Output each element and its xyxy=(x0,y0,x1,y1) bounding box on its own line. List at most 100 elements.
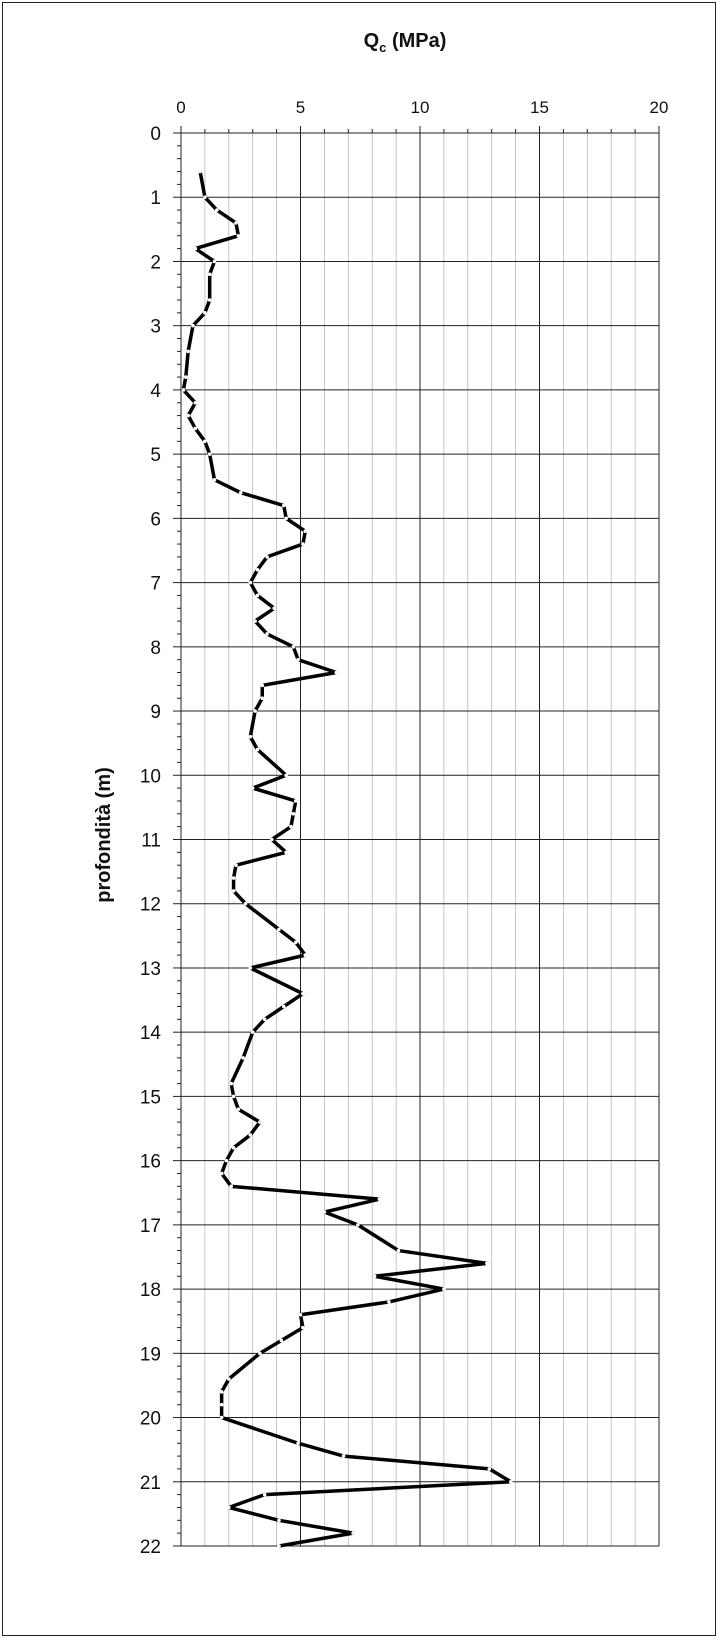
qc-data-point xyxy=(262,1017,267,1022)
qc-data-point xyxy=(270,837,274,842)
qc-data-point xyxy=(234,863,238,867)
qc-data-point xyxy=(372,1274,377,1279)
qc-data-point xyxy=(212,259,217,264)
qc-data-point xyxy=(284,516,288,521)
y-tick-label: 14 xyxy=(140,1023,162,1044)
qc-data-point xyxy=(301,542,305,546)
qc-data-point xyxy=(193,400,198,405)
qc-data-point xyxy=(303,529,308,534)
y-tick-label: 18 xyxy=(140,1280,161,1301)
qc-data-point xyxy=(255,747,260,752)
qc-data-point xyxy=(291,645,296,649)
qc-data-point xyxy=(262,1492,267,1497)
qc-data-point xyxy=(231,1094,236,1099)
qc-data-point xyxy=(241,1056,245,1060)
qc-data-point xyxy=(277,1518,281,1523)
qc-data-point xyxy=(207,298,212,302)
qc-data-point xyxy=(234,221,238,225)
qc-data-point xyxy=(238,490,243,495)
qc-data-point xyxy=(334,670,339,675)
qc-data-point xyxy=(219,1415,224,1420)
series-layer xyxy=(181,169,513,1548)
qc-data-point xyxy=(207,272,212,277)
qc-data-point xyxy=(186,349,190,354)
qc-data-point xyxy=(301,991,305,996)
chart-title: Qc (MPa) xyxy=(364,30,447,55)
qc-data-point xyxy=(236,1107,241,1112)
qc-data-point xyxy=(255,567,260,572)
qc-data-point xyxy=(293,940,298,945)
qc-data-point xyxy=(509,1479,513,1484)
qc-data-point xyxy=(193,246,198,251)
qc-data-point xyxy=(219,1390,224,1394)
y-tick-label: 5 xyxy=(150,445,161,466)
qc-data-point xyxy=(487,1467,492,1471)
qc-data-point xyxy=(341,1454,346,1458)
qc-data-point xyxy=(277,927,281,932)
qc-data-point xyxy=(229,1184,233,1189)
qc-data-point xyxy=(203,195,207,200)
y-tick-label: 6 xyxy=(150,509,161,530)
qc-data-point xyxy=(351,1531,355,1535)
qc-data-point xyxy=(193,426,198,431)
qc-data-point xyxy=(250,1030,255,1034)
y-tick-label: 7 xyxy=(150,574,161,595)
axis-layer: 0 5 10 15 2001234567891011121314151617181920… xyxy=(140,98,669,1558)
qc-data-point xyxy=(303,953,308,957)
y-tick-label: 1 xyxy=(150,188,161,209)
qc-data-point xyxy=(277,1544,281,1548)
chart-title-sub: c xyxy=(379,40,386,55)
qc-data-point xyxy=(215,208,219,212)
qc-data-point xyxy=(219,1171,224,1176)
chart-title-main: Q xyxy=(364,30,380,52)
x-tick-label: 10 xyxy=(411,98,430,117)
qc-data-point xyxy=(291,812,296,816)
qc-data-point xyxy=(387,1300,391,1304)
y-tick-label: 11 xyxy=(141,831,161,852)
qc-data-point xyxy=(485,1261,489,1266)
qc-data-point xyxy=(265,632,269,636)
qc-series-line xyxy=(181,171,513,1548)
qc-data-point xyxy=(207,452,212,456)
qc-data-point xyxy=(258,1351,262,1356)
qc-data-point xyxy=(198,169,202,174)
y-tick-label: 22 xyxy=(140,1537,161,1558)
qc-data-point xyxy=(442,1287,446,1291)
y-tick-label: 9 xyxy=(150,702,161,723)
y-tick-label: 8 xyxy=(150,638,161,659)
qc-data-point xyxy=(250,786,255,790)
y-axis-label: profondità (m) xyxy=(93,767,115,903)
qc-data-point xyxy=(181,388,186,392)
qc-data-point xyxy=(191,323,195,328)
y-tick-label: 20 xyxy=(140,1409,161,1430)
y-tick-label: 4 xyxy=(150,381,161,402)
qc-data-point xyxy=(293,799,298,803)
qc-data-point xyxy=(296,1441,300,1446)
qc-data-point xyxy=(227,1377,231,1381)
qc-data-point xyxy=(279,1338,284,1343)
y-tick-label: 2 xyxy=(150,252,161,273)
qc-data-point xyxy=(248,966,253,970)
qc-data-point xyxy=(289,824,293,829)
qc-data-point xyxy=(265,555,269,559)
qc-data-point xyxy=(227,1505,231,1510)
qc-data-point xyxy=(272,606,277,611)
y-tick-label: 10 xyxy=(140,766,161,787)
qc-data-point xyxy=(301,1325,305,1330)
y-tick-label: 19 xyxy=(140,1344,161,1365)
qc-data-point xyxy=(260,683,265,688)
qc-data-point xyxy=(284,773,288,778)
qc-data-point xyxy=(258,1120,262,1124)
qc-data-point xyxy=(231,876,236,880)
y-tick-label: 13 xyxy=(140,959,161,980)
qc-data-point xyxy=(186,413,190,418)
x-tick-label: 15 xyxy=(530,98,549,117)
x-tick-label: 20 xyxy=(650,98,669,117)
grid-layer xyxy=(180,132,660,1547)
qc-data-point xyxy=(248,580,253,585)
y-tick-label: 21 xyxy=(140,1473,161,1494)
y-tick-label: 0 xyxy=(150,124,161,145)
qc-data-point xyxy=(298,1312,303,1317)
